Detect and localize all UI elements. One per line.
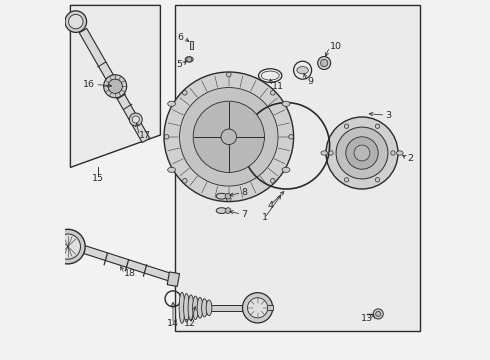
Ellipse shape <box>216 208 227 213</box>
Text: 12: 12 <box>184 320 196 328</box>
Text: 8: 8 <box>242 188 247 197</box>
Circle shape <box>132 116 139 123</box>
Circle shape <box>65 11 87 32</box>
Ellipse shape <box>206 300 212 316</box>
Circle shape <box>375 177 380 182</box>
Text: 6: 6 <box>178 33 184 42</box>
Text: 13: 13 <box>361 314 373 323</box>
Polygon shape <box>79 28 150 143</box>
Circle shape <box>179 87 278 186</box>
Ellipse shape <box>185 57 193 62</box>
Circle shape <box>69 14 83 29</box>
Bar <box>190 41 193 49</box>
Text: 17: 17 <box>139 131 151 140</box>
Text: 7: 7 <box>242 210 247 219</box>
Circle shape <box>55 234 80 259</box>
Ellipse shape <box>201 299 207 317</box>
Circle shape <box>247 298 268 318</box>
Polygon shape <box>71 5 160 167</box>
Text: 9: 9 <box>307 77 313 86</box>
Circle shape <box>375 124 380 129</box>
Ellipse shape <box>184 293 189 322</box>
Text: 2: 2 <box>407 154 413 163</box>
Text: 1: 1 <box>262 213 268 222</box>
Circle shape <box>336 127 388 179</box>
Ellipse shape <box>168 167 175 172</box>
Circle shape <box>270 91 275 95</box>
Polygon shape <box>259 305 273 310</box>
Text: 3: 3 <box>386 111 392 120</box>
Circle shape <box>183 179 187 183</box>
Circle shape <box>326 117 398 189</box>
Circle shape <box>243 293 273 323</box>
Circle shape <box>376 311 381 316</box>
Circle shape <box>344 177 349 182</box>
Text: 11: 11 <box>272 82 284 91</box>
Ellipse shape <box>282 167 290 172</box>
Circle shape <box>104 75 127 98</box>
Circle shape <box>221 129 237 145</box>
Text: 16: 16 <box>83 80 96 89</box>
Circle shape <box>193 101 265 172</box>
Circle shape <box>226 72 231 77</box>
Ellipse shape <box>193 296 198 319</box>
Bar <box>175 5 419 331</box>
Circle shape <box>226 197 231 201</box>
Ellipse shape <box>188 295 194 321</box>
Circle shape <box>50 229 85 264</box>
Text: 4: 4 <box>267 201 273 210</box>
Ellipse shape <box>282 101 290 106</box>
Circle shape <box>346 137 378 169</box>
Circle shape <box>187 57 192 62</box>
Circle shape <box>329 151 333 155</box>
Ellipse shape <box>297 67 308 74</box>
Text: 5: 5 <box>176 60 182 69</box>
Circle shape <box>129 113 142 126</box>
Polygon shape <box>167 272 179 287</box>
Ellipse shape <box>179 292 185 323</box>
Circle shape <box>391 151 395 155</box>
Circle shape <box>373 309 383 319</box>
Circle shape <box>289 135 294 139</box>
Circle shape <box>270 179 275 183</box>
Ellipse shape <box>197 297 203 318</box>
Circle shape <box>320 59 328 67</box>
Circle shape <box>318 57 331 69</box>
Text: 15: 15 <box>92 174 104 183</box>
Text: 10: 10 <box>330 42 342 51</box>
Circle shape <box>344 124 349 129</box>
Text: 14: 14 <box>167 320 179 328</box>
Polygon shape <box>82 246 172 281</box>
Circle shape <box>108 79 122 94</box>
Circle shape <box>164 72 294 202</box>
Ellipse shape <box>321 151 327 155</box>
Ellipse shape <box>216 193 227 199</box>
Circle shape <box>354 145 370 161</box>
Ellipse shape <box>396 151 403 155</box>
Circle shape <box>164 135 169 139</box>
Circle shape <box>183 91 187 95</box>
Text: 18: 18 <box>124 269 136 278</box>
Circle shape <box>225 208 231 213</box>
Circle shape <box>225 193 231 199</box>
Polygon shape <box>209 305 252 311</box>
Ellipse shape <box>168 101 175 106</box>
